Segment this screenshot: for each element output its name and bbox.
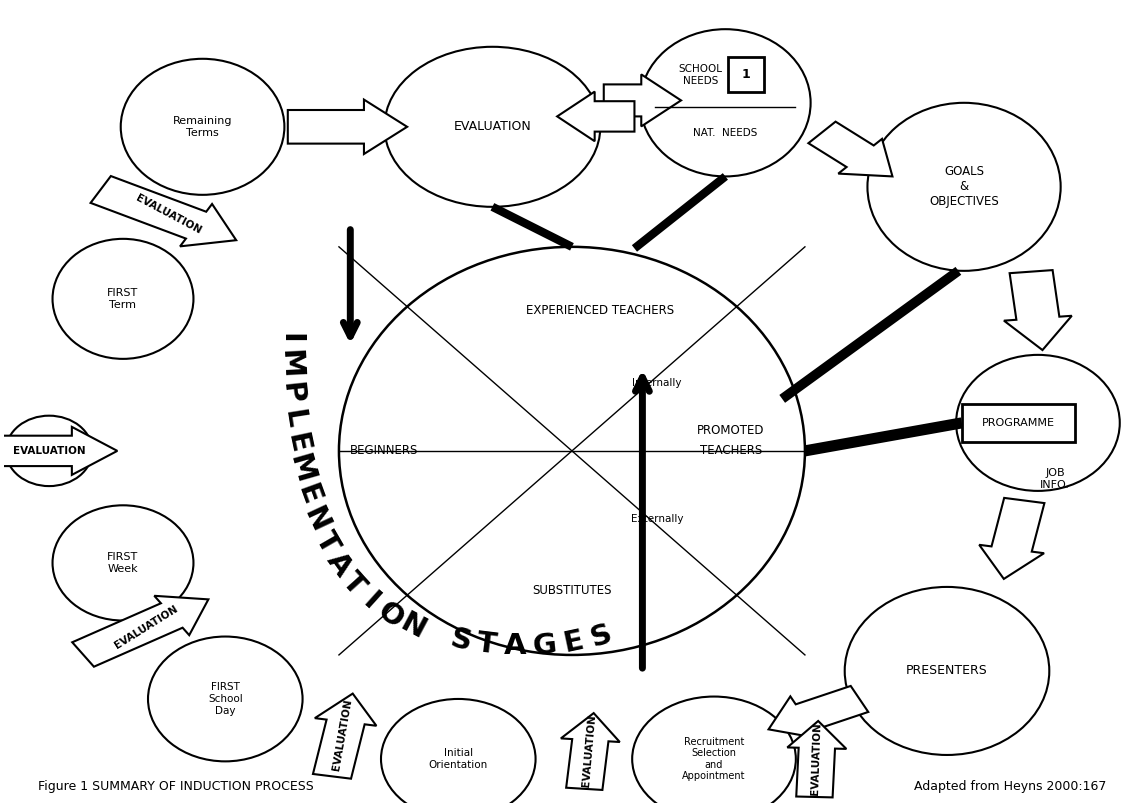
Text: P: P [277,381,306,405]
Ellipse shape [53,239,193,359]
Text: EVALUATION: EVALUATION [810,722,823,795]
Text: I: I [358,587,384,616]
Polygon shape [1004,270,1072,350]
Text: S: S [588,619,616,652]
Ellipse shape [868,103,1061,271]
Text: PROGRAMME: PROGRAMME [982,418,1055,428]
Text: SCHOOL
NEEDS: SCHOOL NEEDS [679,64,722,86]
Text: EVALUATION: EVALUATION [454,120,531,133]
Polygon shape [288,99,407,154]
Ellipse shape [956,355,1120,491]
Polygon shape [808,122,893,176]
Text: PRESENTERS: PRESENTERS [906,664,988,677]
FancyBboxPatch shape [961,404,1076,442]
Polygon shape [0,427,118,475]
Text: E: E [291,481,325,509]
Text: PROMOTED: PROMOTED [697,424,765,437]
Ellipse shape [384,47,600,207]
Text: O: O [371,597,408,634]
Text: EVALUATION: EVALUATION [331,698,353,772]
Polygon shape [980,498,1045,579]
Text: EVALUATION: EVALUATION [112,604,179,650]
Text: S: S [447,625,474,657]
Text: TEACHERS: TEACHERS [700,444,762,457]
FancyBboxPatch shape [728,57,764,92]
Ellipse shape [147,637,303,761]
Polygon shape [561,713,620,790]
Text: Remaining
Terms: Remaining Terms [173,116,232,137]
Polygon shape [788,721,846,797]
Text: L: L [278,407,309,430]
Text: Initial
Orientation: Initial Orientation [429,748,488,770]
Text: M: M [283,451,319,486]
Ellipse shape [845,587,1049,755]
Text: 1: 1 [742,69,750,82]
Ellipse shape [6,415,93,486]
Text: E: E [560,626,585,658]
Ellipse shape [381,699,536,808]
Text: SCHOOL
INFO.: SCHOOL INFO. [1013,409,1063,437]
Text: FIRST
Week: FIRST Week [107,552,138,574]
Ellipse shape [121,59,285,195]
Text: A: A [504,632,527,660]
Polygon shape [557,91,634,141]
Text: N: N [298,503,334,537]
Polygon shape [72,595,208,667]
Text: M: M [275,349,305,380]
Text: G: G [531,630,558,660]
Text: NAT.  NEEDS: NAT. NEEDS [693,128,758,138]
Polygon shape [313,693,376,779]
Ellipse shape [339,246,805,655]
Text: FIRST
School
Day: FIRST School Day [208,682,242,716]
Text: Recruitment
Selection
and
Appointment: Recruitment Selection and Appointment [682,737,745,781]
Text: T: T [337,568,370,601]
Ellipse shape [632,696,796,808]
Text: BEGINNERS: BEGINNERS [350,444,418,457]
Text: Adapted from Heyns 2000:167: Adapted from Heyns 2000:167 [913,781,1106,793]
Text: T: T [310,528,344,558]
Polygon shape [604,74,681,126]
Text: Figure 1 SUMMARY OF INDUCTION PROCESS: Figure 1 SUMMARY OF INDUCTION PROCESS [38,781,313,793]
Text: SUBSTITUTES: SUBSTITUTES [533,584,612,597]
Text: I: I [277,334,304,344]
Text: Internally: Internally [632,378,682,388]
Text: JOB
INFO.: JOB INFO. [1040,468,1070,490]
Text: EVALUATION: EVALUATION [13,446,86,456]
Ellipse shape [640,29,810,176]
Ellipse shape [53,505,193,621]
Text: Externally: Externally [631,514,684,524]
Text: T: T [475,629,498,659]
Text: EXPERIENCED TEACHERS: EXPERIENCED TEACHERS [526,305,674,318]
Text: E: E [281,430,313,456]
Text: N: N [395,609,430,645]
Text: A: A [321,547,357,582]
Text: GOALS
&
OBJECTIVES: GOALS & OBJECTIVES [929,166,999,208]
Text: EVALUATION: EVALUATION [581,714,597,788]
Text: FIRST
Term: FIRST Term [107,288,138,309]
Text: EVALUATION: EVALUATION [134,193,202,236]
Polygon shape [90,176,237,246]
Polygon shape [768,686,869,739]
